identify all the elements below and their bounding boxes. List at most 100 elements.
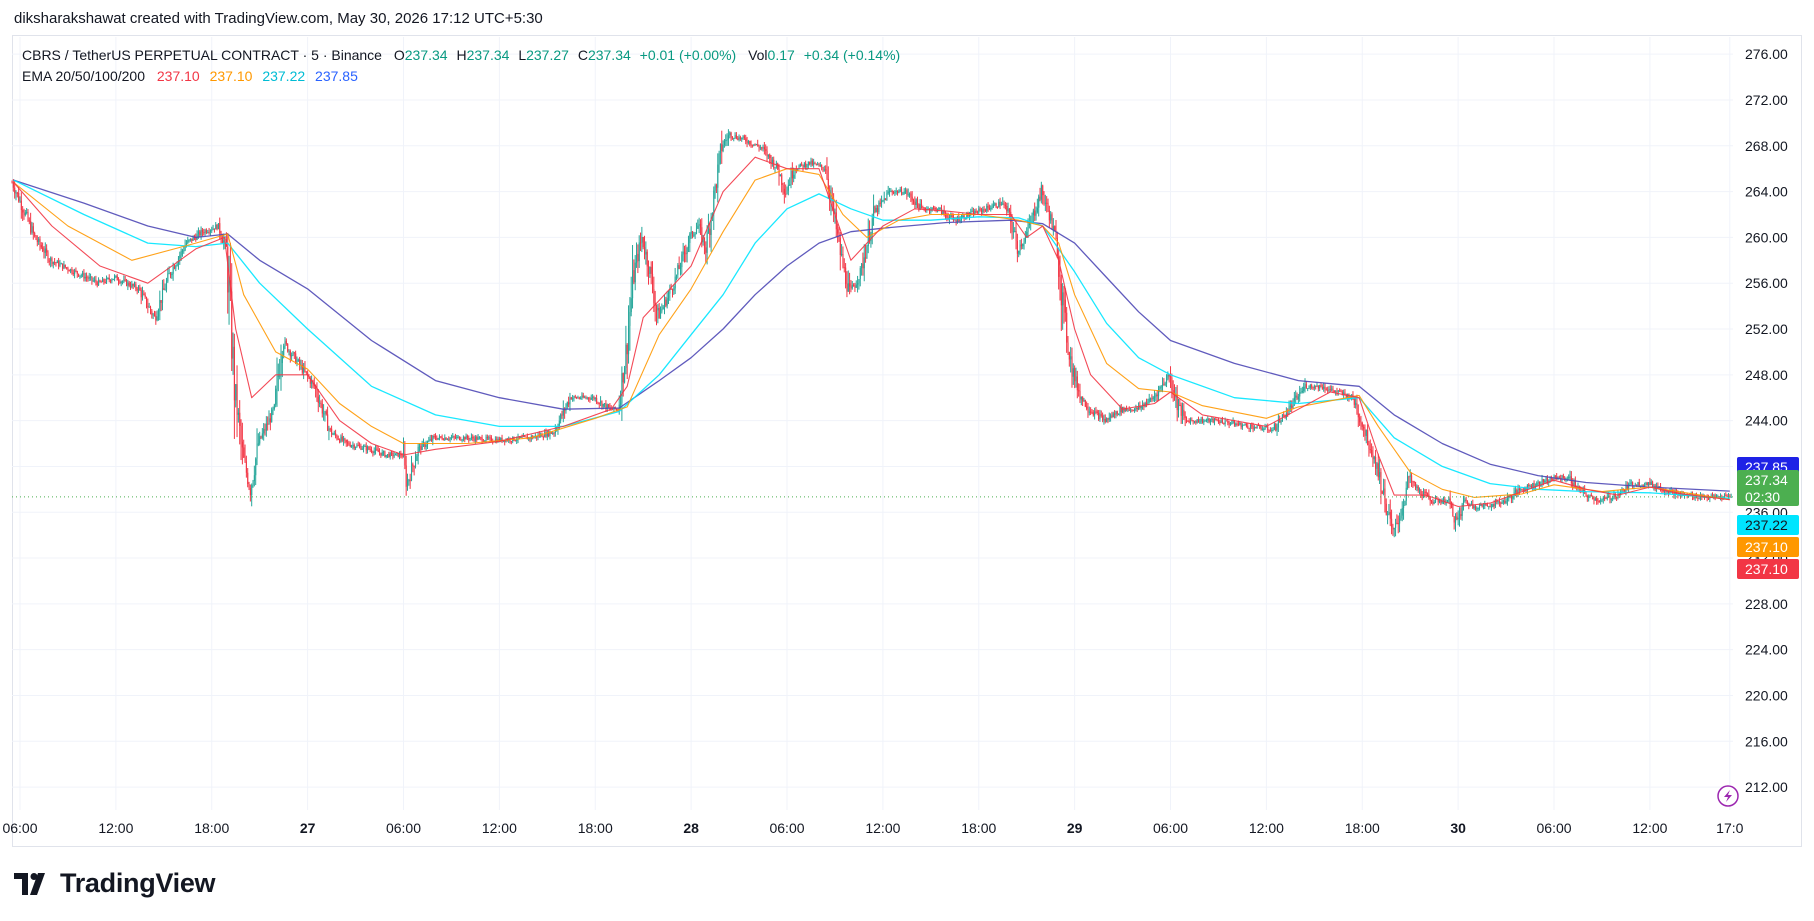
candle-body <box>962 215 964 218</box>
candle-body <box>790 170 792 185</box>
candle-body <box>442 439 445 441</box>
candle-body <box>445 437 447 440</box>
ema50-value: 237.10 <box>209 68 253 84</box>
candle-body <box>259 436 261 444</box>
price-chart[interactable]: 276.00 272.00 268.00 264.00 260.00 256.00 252.… <box>0 0 1814 860</box>
candle-body <box>979 208 981 210</box>
candle-body <box>128 282 130 286</box>
candle-body <box>1650 481 1652 486</box>
candle-body <box>1544 480 1546 483</box>
candle-body <box>401 455 403 457</box>
candle-body <box>1664 490 1666 492</box>
candle-body <box>454 437 457 439</box>
candle-body <box>1341 391 1343 395</box>
candle-body <box>124 279 126 281</box>
candle-body <box>959 220 961 222</box>
candle-body <box>1265 426 1267 428</box>
candle-body <box>1488 506 1490 508</box>
candle-body <box>466 435 469 439</box>
candle-body <box>356 445 358 448</box>
candle-body <box>59 263 61 267</box>
candle-body <box>774 167 776 169</box>
candle-body <box>1098 412 1100 420</box>
close-value: 237.34 <box>587 47 631 63</box>
candle-body <box>1536 483 1538 487</box>
candle-body <box>890 191 892 193</box>
candle-body <box>1569 476 1571 478</box>
candle-body <box>304 367 306 372</box>
candle-body <box>894 191 896 194</box>
candle-body <box>1236 423 1238 425</box>
candle-body <box>516 439 518 441</box>
candle-body <box>1063 292 1065 300</box>
candle-body <box>195 237 197 240</box>
candle-body <box>663 299 666 307</box>
candle-body <box>561 414 563 416</box>
price-tag-ema20: 237.10 <box>1737 559 1799 579</box>
candle-body <box>501 437 503 442</box>
candle-body <box>801 163 803 165</box>
candle-body <box>1636 484 1638 486</box>
price-tag-ema100-text: 237.22 <box>1745 517 1788 533</box>
candle-body <box>1641 484 1643 486</box>
candle-body <box>1221 420 1224 424</box>
candle-body <box>541 434 543 437</box>
candle-body <box>648 266 650 274</box>
candle-body <box>187 240 189 244</box>
candle-body <box>1087 408 1089 412</box>
candle-body <box>207 232 209 234</box>
candle-body <box>317 396 319 403</box>
candle-body <box>1457 517 1459 520</box>
candle-body <box>1477 508 1479 510</box>
candle-body <box>1337 390 1339 392</box>
candle-body <box>938 207 940 210</box>
candle-body <box>995 203 997 207</box>
candle-body <box>793 174 795 179</box>
candle-body <box>1331 388 1333 390</box>
volume-key: Vol <box>748 47 768 63</box>
candle-body <box>332 434 334 436</box>
candle-body <box>201 229 204 233</box>
candle-body <box>1180 405 1182 416</box>
candle-body <box>1364 428 1366 436</box>
candle-body <box>176 263 178 266</box>
candle-body <box>140 290 142 298</box>
candle-body <box>727 135 730 140</box>
candle-body <box>19 200 21 202</box>
candle-body <box>963 215 965 219</box>
candle-body <box>413 466 415 468</box>
candle-body <box>762 147 764 149</box>
candle-body <box>436 438 438 440</box>
candle-body <box>914 201 916 206</box>
candle-body <box>293 352 295 354</box>
candle-body <box>621 373 623 403</box>
candle-body <box>327 414 329 431</box>
candle-body <box>1307 388 1309 390</box>
x-tick-label: 06:00 <box>386 820 421 836</box>
candle-body <box>62 263 64 269</box>
candle-body <box>66 267 68 269</box>
candle-body <box>337 438 339 440</box>
candle-body <box>667 293 670 298</box>
candle-body <box>759 147 761 149</box>
candle-body <box>1387 514 1389 516</box>
candle-body <box>778 169 780 177</box>
ema-label[interactable]: EMA 20/50/100/200 <box>22 68 145 84</box>
symbol-label[interactable]: CBRS / TetherUS PERPETUAL CONTRACT · 5 ·… <box>22 47 382 63</box>
candle-body <box>1106 418 1108 422</box>
candle-body <box>767 154 769 157</box>
candle-body <box>682 251 684 255</box>
candle-body <box>625 344 627 368</box>
candle-body <box>379 452 381 454</box>
chart-frame <box>12 35 1802 847</box>
candle-body <box>179 255 181 259</box>
brand-logo[interactable]: TradingView <box>14 868 216 899</box>
candle-body <box>284 340 286 346</box>
candle-body <box>1166 378 1168 384</box>
candle-body <box>1213 418 1216 423</box>
candle-body <box>276 375 278 389</box>
flash-icon[interactable] <box>1717 785 1739 807</box>
candle-body <box>1485 504 1487 506</box>
candle-body <box>629 312 631 326</box>
candle-body <box>316 389 318 397</box>
